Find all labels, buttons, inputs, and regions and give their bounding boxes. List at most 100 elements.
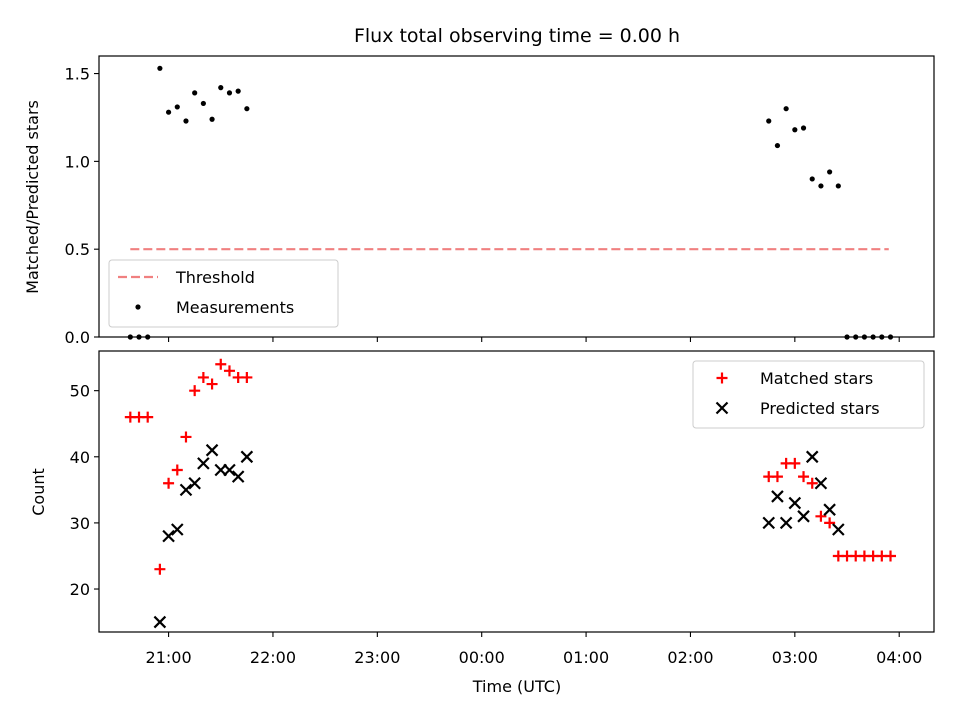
data-point xyxy=(823,503,836,516)
x-axis-label: Time (UTC) xyxy=(472,677,561,696)
data-point xyxy=(241,371,253,383)
x-tick-label: 22:00 xyxy=(250,648,296,667)
y-tick-label: 30 xyxy=(70,514,90,533)
data-point xyxy=(223,365,235,377)
series-measurements xyxy=(127,65,894,340)
x-tick-label: 00:00 xyxy=(459,648,505,667)
legend-swatch xyxy=(135,304,141,310)
legend-item: Threshold xyxy=(118,268,255,287)
data-point xyxy=(797,510,810,523)
y-tick-label: 1.5 xyxy=(65,65,90,84)
y-tick-label: 0.5 xyxy=(65,240,90,259)
data-point xyxy=(240,450,254,464)
data-point xyxy=(218,85,224,91)
data-point xyxy=(809,176,815,182)
legend-box xyxy=(108,259,339,328)
legend-label: Measurements xyxy=(176,298,294,317)
data-point xyxy=(806,477,818,489)
data-point xyxy=(197,371,209,383)
y-tick-label: 20 xyxy=(70,580,90,599)
data-point xyxy=(827,169,833,175)
data-point xyxy=(815,510,827,522)
top-panel-y-axis-label: Matched/Predicted stars xyxy=(23,100,42,294)
x-tick-label: 21:00 xyxy=(146,648,192,667)
x-tick-label: 03:00 xyxy=(772,648,818,667)
y-tick-label: 50 xyxy=(70,382,90,401)
y-tick-label: 0.0 xyxy=(65,328,90,347)
axes-frame xyxy=(98,55,935,338)
data-point xyxy=(209,116,215,122)
top-panel: 0.0 0.5 1.0 1.5 Threshold Measurements xyxy=(65,55,935,347)
data-point xyxy=(163,477,175,489)
data-point xyxy=(183,118,189,124)
bottom-panel: 20 30 40 50 21:00 22:00 23:00 00:00 01:00 02:00 03… xyxy=(70,350,935,667)
legend-swatch xyxy=(716,372,728,384)
x-tick-label: 23:00 xyxy=(354,648,400,667)
data-point xyxy=(762,516,776,530)
data-point xyxy=(226,90,233,96)
data-point xyxy=(192,90,198,96)
data-point xyxy=(805,450,819,464)
data-point xyxy=(818,183,824,189)
data-point xyxy=(189,385,201,397)
x-tick-label: 02:00 xyxy=(667,648,713,667)
data-point xyxy=(153,615,167,629)
data-point xyxy=(792,127,798,133)
data-point xyxy=(142,411,154,423)
data-point xyxy=(162,529,175,543)
chart-title: Flux total observing time = 0.00 h xyxy=(354,25,680,47)
data-point xyxy=(165,109,172,115)
data-point xyxy=(244,106,250,112)
data-point xyxy=(814,476,828,490)
legend: Matched stars Predicted stars xyxy=(692,360,925,429)
y-tick-label: 1.0 xyxy=(65,152,90,171)
data-point xyxy=(771,490,784,503)
x-tick-label: 01:00 xyxy=(563,648,609,667)
data-point xyxy=(885,550,897,562)
series-predicted-stars xyxy=(153,443,845,629)
data-point xyxy=(171,464,183,476)
data-point xyxy=(154,563,166,575)
data-point xyxy=(171,523,184,536)
data-point xyxy=(779,516,793,530)
data-point xyxy=(774,142,781,149)
data-point xyxy=(197,457,210,470)
data-point xyxy=(788,496,802,510)
legend: Threshold Measurements xyxy=(108,259,339,328)
x-tick-label: 04:00 xyxy=(876,648,922,667)
data-point xyxy=(798,471,810,483)
legend-box xyxy=(692,360,925,429)
legend-item: Measurements xyxy=(135,298,294,317)
legend-label: Threshold xyxy=(175,268,255,287)
data-point xyxy=(223,463,236,477)
legend-item: Predicted stars xyxy=(715,399,880,418)
data-point xyxy=(174,104,180,110)
data-point xyxy=(832,523,845,536)
data-point xyxy=(157,65,163,71)
data-point xyxy=(206,378,218,390)
y-tick-label: 40 xyxy=(70,448,90,467)
data-point xyxy=(835,183,841,189)
data-point xyxy=(188,476,201,490)
data-point xyxy=(180,431,192,443)
legend-label: Matched stars xyxy=(760,369,873,388)
bottom-panel-y-axis-label: Count xyxy=(29,468,48,516)
data-point xyxy=(215,358,227,370)
data-point xyxy=(766,118,772,124)
data-point xyxy=(824,517,836,529)
legend-item: Matched stars xyxy=(716,369,873,388)
data-point xyxy=(235,88,241,94)
data-point xyxy=(231,470,245,483)
data-point xyxy=(783,106,789,112)
data-point xyxy=(200,100,206,107)
legend-swatch xyxy=(715,401,729,415)
data-point xyxy=(800,125,807,131)
series-matched-stars xyxy=(124,358,897,575)
axes-frame xyxy=(98,350,935,633)
data-point xyxy=(179,483,193,497)
data-point xyxy=(771,471,783,483)
data-point xyxy=(205,443,219,457)
legend-label: Predicted stars xyxy=(760,399,880,418)
